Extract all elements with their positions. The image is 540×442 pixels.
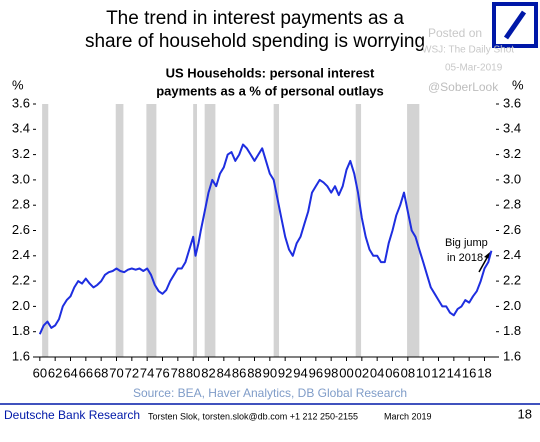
- x-tick-label: 92: [278, 365, 292, 380]
- y-tick-label: 3.0: [12, 171, 30, 186]
- y-tick-label: 3.4: [12, 121, 30, 136]
- x-tick-label: 78: [171, 365, 185, 380]
- x-tick-label: 88: [247, 365, 261, 380]
- y-tick-label: 2.8: [12, 197, 30, 212]
- annotation-arrow: [478, 255, 489, 273]
- posted: 05-Mar-2019: [445, 63, 503, 74]
- x-tick-label: 18: [477, 365, 491, 380]
- handle: @SoberLook: [428, 80, 499, 94]
- recession-band: [193, 104, 197, 357]
- recession-band: [355, 104, 362, 357]
- x-tick-label: 70: [109, 365, 123, 380]
- logo: [492, 2, 538, 48]
- subtitle: US Households: personal interest: [166, 65, 375, 80]
- x-tick-label: 14: [447, 365, 461, 380]
- source: Source: BEA, Haver Analytics, DB Global …: [133, 386, 407, 400]
- x-tick-label: 94: [293, 365, 307, 380]
- annotation: Big jump: [445, 237, 488, 249]
- title: share of household spending is worrying: [85, 31, 425, 52]
- y2-tick-label: 1.6: [503, 348, 521, 363]
- x-tick-label: 72: [125, 365, 139, 380]
- x-tick-label: 98: [324, 365, 338, 380]
- x-tick-label: 02: [355, 365, 369, 380]
- x-tick-label: 82: [201, 365, 215, 380]
- subtitle: payments as a % of personal outlays: [156, 83, 384, 98]
- recession-band: [115, 104, 124, 357]
- annotation: in 2018: [447, 252, 483, 264]
- y-tick-label: 1.6: [12, 348, 30, 363]
- x-tick-label: 04: [370, 365, 384, 380]
- y2-tick-label: 3.6: [503, 95, 521, 110]
- x-tick-label: 64: [63, 365, 77, 380]
- x-tick-label: 60: [33, 365, 47, 380]
- x-tick-label: 16: [462, 365, 476, 380]
- footer-brand: Deutsche Bank Research: [4, 408, 140, 422]
- footer-contact: Torsten Slok, torsten.slok@db.com +1 212…: [148, 411, 358, 421]
- y2-tick-label: 2.0: [503, 298, 521, 313]
- title: The trend in interest payments as a: [106, 8, 404, 29]
- y2-tick-label: 3.0: [503, 171, 521, 186]
- annotation-arrowhead: [484, 252, 490, 259]
- posted: Posted on: [428, 26, 482, 40]
- x-tick-label: 06: [385, 365, 399, 380]
- x-tick-label: 86: [232, 365, 246, 380]
- x-tick-label: 08: [401, 365, 415, 380]
- data-line: [38, 143, 493, 335]
- page-number: 18: [518, 406, 532, 421]
- x-tick-label: 10: [416, 365, 430, 380]
- y2-tick-label: 2.8: [503, 197, 521, 212]
- x-tick-label: 68: [94, 365, 108, 380]
- recession-band: [273, 104, 280, 357]
- y-tick-label: 2.0: [12, 298, 30, 313]
- y-tick-label: 2.4: [12, 247, 30, 262]
- posted: WSJ: The Daily Shot: [422, 45, 514, 56]
- x-tick-label: 76: [155, 365, 169, 380]
- x-tick-label: 74: [140, 365, 154, 380]
- x-tick-label: 00: [339, 365, 353, 380]
- y2-axis-label: %: [512, 77, 524, 92]
- x-tick-label: 66: [79, 365, 93, 380]
- logo-slash: [503, 10, 527, 40]
- y2-tick-label: 2.4: [503, 247, 521, 262]
- x-tick-label: 80: [186, 365, 200, 380]
- y2-tick-label: 2.2: [503, 273, 521, 288]
- x-tick-label: 96: [309, 365, 323, 380]
- y-tick-label: 2.6: [12, 222, 30, 237]
- footer-date: March 2019: [384, 411, 432, 421]
- y2-tick-label: 3.4: [503, 121, 521, 136]
- x-tick-label: 84: [217, 365, 231, 380]
- recession-band: [407, 104, 420, 357]
- y-tick-label: 1.8: [12, 323, 30, 338]
- recession-band: [146, 104, 157, 357]
- y-tick-label: 3.6: [12, 95, 30, 110]
- y2-tick-label: 3.2: [503, 146, 521, 161]
- recession-band: [204, 104, 216, 357]
- y-tick-label: 3.2: [12, 146, 30, 161]
- y-tick-label: 2.2: [12, 273, 30, 288]
- y2-tick-label: 2.6: [503, 222, 521, 237]
- plot: 1.6 1.8 2.0 2.2 2.4 2.6 2.8 3.0 3.2 3.4 3.6 1.6 1.8 2…: [12, 95, 521, 380]
- x-tick-label: 90: [263, 365, 277, 380]
- x-tick-label: 12: [431, 365, 445, 380]
- y2-tick-label: 1.8: [503, 323, 521, 338]
- recession-band: [42, 104, 49, 357]
- x-tick-label: 62: [48, 365, 62, 380]
- y-axis-label: %: [12, 77, 24, 92]
